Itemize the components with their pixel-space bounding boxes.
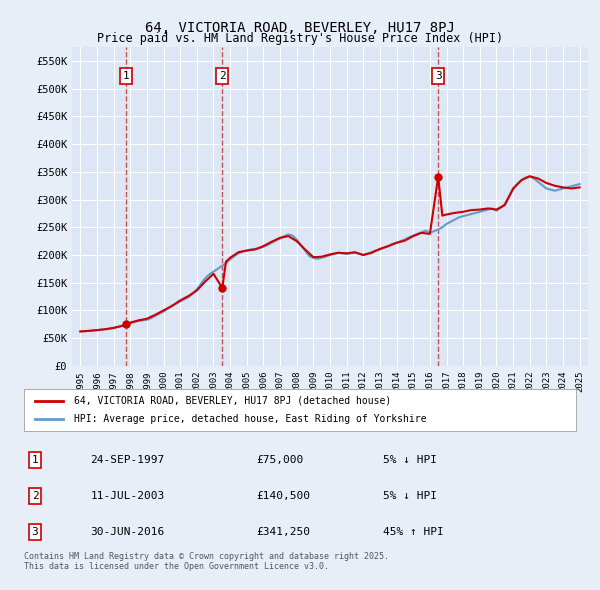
Text: 11-JUL-2003: 11-JUL-2003 — [90, 491, 164, 501]
Text: 30-JUN-2016: 30-JUN-2016 — [90, 527, 164, 537]
Text: HPI: Average price, detached house, East Riding of Yorkshire: HPI: Average price, detached house, East… — [74, 414, 426, 424]
Text: 1: 1 — [122, 71, 129, 81]
Text: £140,500: £140,500 — [256, 491, 310, 501]
Text: 64, VICTORIA ROAD, BEVERLEY, HU17 8PJ (detached house): 64, VICTORIA ROAD, BEVERLEY, HU17 8PJ (d… — [74, 396, 391, 406]
Text: 3: 3 — [435, 71, 442, 81]
Text: 2: 2 — [219, 71, 226, 81]
Text: Price paid vs. HM Land Registry's House Price Index (HPI): Price paid vs. HM Land Registry's House … — [97, 32, 503, 45]
Text: Contains HM Land Registry data © Crown copyright and database right 2025.
This d: Contains HM Land Registry data © Crown c… — [24, 552, 389, 571]
Text: 45% ↑ HPI: 45% ↑ HPI — [383, 527, 443, 537]
Text: 5% ↓ HPI: 5% ↓ HPI — [383, 491, 437, 501]
Text: 3: 3 — [32, 527, 38, 537]
Text: 2: 2 — [32, 491, 38, 501]
Text: £341,250: £341,250 — [256, 527, 310, 537]
Text: 64, VICTORIA ROAD, BEVERLEY, HU17 8PJ: 64, VICTORIA ROAD, BEVERLEY, HU17 8PJ — [145, 21, 455, 35]
Text: 5% ↓ HPI: 5% ↓ HPI — [383, 455, 437, 465]
Text: 1: 1 — [32, 455, 38, 465]
Text: £75,000: £75,000 — [256, 455, 303, 465]
Text: 24-SEP-1997: 24-SEP-1997 — [90, 455, 164, 465]
